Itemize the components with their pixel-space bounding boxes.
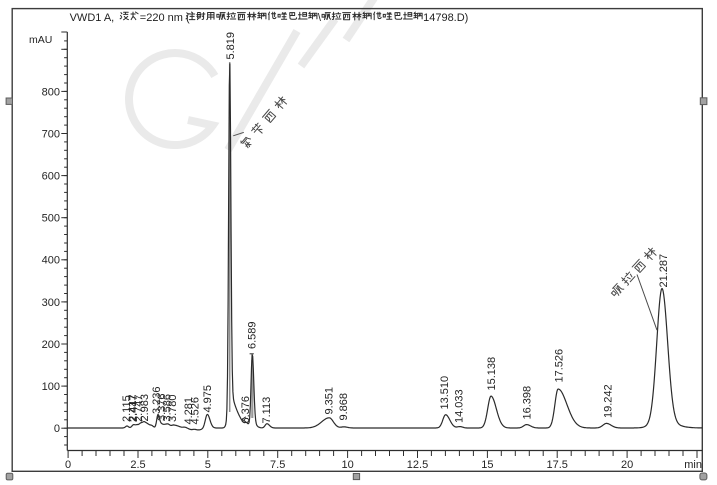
svg-text:2.983: 2.983	[139, 394, 151, 422]
svg-text:15: 15	[481, 459, 493, 471]
svg-text:2.417: 2.417	[127, 394, 139, 422]
svg-text:=220 nm (: =220 nm (	[140, 12, 190, 24]
svg-text:500: 500	[42, 213, 60, 225]
svg-text:6.589: 6.589	[246, 321, 258, 349]
svg-text:12.5: 12.5	[407, 459, 428, 471]
svg-text:3.376: 3.376	[156, 393, 168, 421]
svg-text:700: 700	[42, 128, 60, 140]
svg-text:800: 800	[42, 86, 60, 98]
svg-text:2.447: 2.447	[128, 394, 140, 422]
svg-text:3.780: 3.780	[167, 394, 179, 422]
svg-text:16.398: 16.398	[522, 386, 534, 420]
svg-text:400: 400	[42, 255, 60, 267]
svg-text:200: 200	[42, 339, 60, 351]
svg-text:7.113: 7.113	[261, 397, 273, 424]
svg-text:9.351: 9.351	[324, 387, 336, 415]
svg-text:21.287: 21.287	[658, 254, 670, 288]
svg-text:2.115: 2.115	[121, 395, 133, 422]
svg-text:2.5: 2.5	[130, 459, 145, 471]
svg-text:4.526: 4.526	[189, 397, 201, 425]
svg-text:20: 20	[621, 459, 633, 471]
svg-text:5: 5	[205, 459, 211, 471]
svg-text:\: \	[318, 12, 322, 24]
svg-text:9.868: 9.868	[338, 393, 350, 421]
svg-text:VWD1 A,: VWD1 A,	[70, 12, 115, 24]
svg-text:15.138: 15.138	[486, 357, 498, 391]
svg-text:19.242: 19.242	[602, 384, 614, 418]
svg-text:300: 300	[42, 297, 60, 309]
svg-text:0: 0	[54, 423, 60, 435]
svg-text:10: 10	[341, 459, 353, 471]
svg-text:600: 600	[42, 171, 60, 183]
svg-text:0: 0	[65, 459, 71, 471]
svg-text:17.5: 17.5	[546, 459, 567, 471]
svg-text:13.510: 13.510	[439, 376, 451, 410]
svg-text:7.5: 7.5	[270, 459, 285, 471]
svg-text:2.747: 2.747	[133, 394, 145, 422]
svg-text:14.033: 14.033	[454, 389, 466, 423]
svg-text:3.586: 3.586	[162, 394, 174, 422]
svg-text:100: 100	[42, 381, 60, 393]
svg-text:4.281: 4.281	[183, 397, 195, 425]
svg-text:14798.D): 14798.D)	[423, 12, 468, 24]
svg-text:mAU: mAU	[29, 34, 52, 46]
svg-text:4.975: 4.975	[202, 385, 214, 413]
svg-text:17.526: 17.526	[553, 349, 565, 383]
svg-text:5.819: 5.819	[225, 32, 237, 60]
svg-text:3.236: 3.236	[151, 386, 163, 414]
svg-text:min: min	[684, 459, 702, 471]
